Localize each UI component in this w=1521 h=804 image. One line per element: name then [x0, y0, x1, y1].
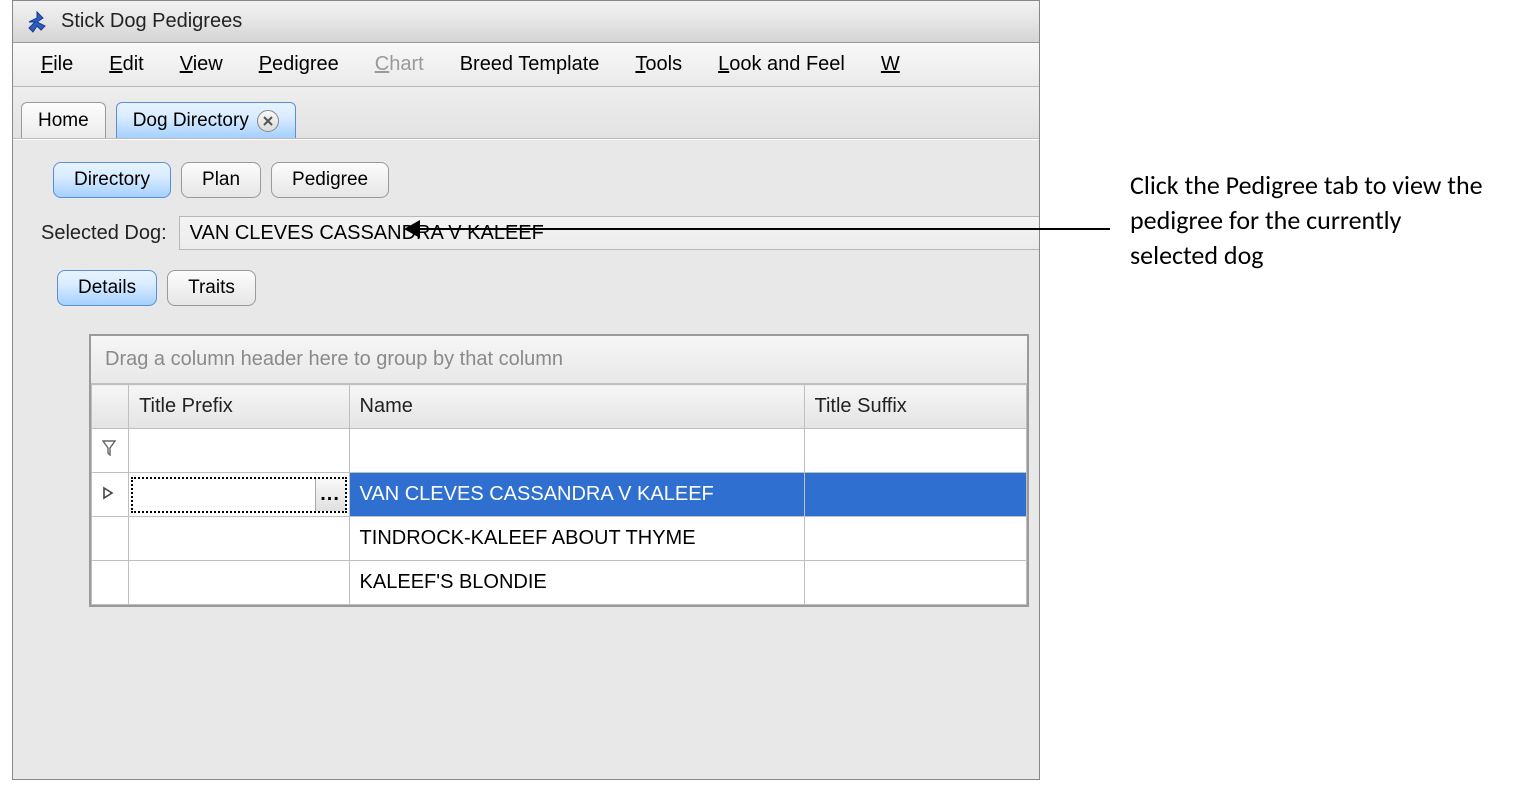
selected-dog-row: Selected Dog: VAN CLEVES CASSANDRA V KAL… [13, 198, 1039, 254]
cell-suffix[interactable] [804, 561, 1026, 605]
filter-row [92, 429, 1027, 473]
table-row[interactable]: ... VAN CLEVES CASSANDRA V KALEEF [92, 473, 1027, 517]
filter-icon [102, 439, 118, 462]
menu-breed-template[interactable]: Breed Template [442, 47, 618, 82]
sub-tabs: Directory Plan Pedigree [13, 156, 1039, 198]
subtab-plan[interactable]: Plan [181, 162, 261, 198]
col-name[interactable]: Name [349, 385, 804, 429]
tab-home-label: Home [38, 110, 89, 132]
filter-icon-cell[interactable] [92, 429, 129, 473]
cell-suffix[interactable] [804, 517, 1026, 561]
cell-prefix[interactable] [129, 561, 349, 605]
subtab-directory[interactable]: Directory [53, 162, 171, 198]
group-by-bar[interactable]: Drag a column header here to group by th… [91, 336, 1027, 384]
row-indicator-cell [92, 561, 129, 605]
selected-dog-label: Selected Dog: [41, 222, 167, 245]
subtab-pedigree-label: Pedigree [292, 169, 368, 191]
annotation-arrow-head-icon [404, 220, 420, 238]
menu-window-partial[interactable]: W [863, 47, 918, 82]
subtab-plan-label: Plan [202, 169, 240, 191]
main-tabbar: Home Dog Directory [13, 87, 1039, 139]
group-by-hint: Drag a column header here to group by th… [105, 348, 563, 371]
app-window: Stick Dog Pedigrees File Edit View Pedig… [12, 0, 1040, 780]
menu-tools[interactable]: Tools [617, 47, 700, 82]
tab-home[interactable]: Home [21, 102, 106, 138]
detailtab-traits[interactable]: Traits [167, 270, 256, 306]
grid-table: Title Prefix Name Title Suffix [91, 384, 1027, 605]
data-grid: Drag a column header here to group by th… [89, 334, 1029, 607]
cell-name[interactable]: VAN CLEVES CASSANDRA V KALEEF [349, 473, 804, 517]
menu-view[interactable]: View [162, 47, 241, 82]
col-title-prefix[interactable]: Title Prefix [129, 385, 349, 429]
cell-prefix-editing[interactable]: ... [129, 473, 349, 517]
cell-name[interactable]: KALEEF'S BLONDIE [349, 561, 804, 605]
detail-pane: Drag a column header here to group by th… [57, 306, 1039, 607]
cell-prefix[interactable] [129, 517, 349, 561]
menu-edit[interactable]: Edit [91, 47, 161, 82]
menubar: File Edit View Pedigree Chart Breed Temp… [13, 43, 1039, 87]
close-tab-icon[interactable] [257, 110, 279, 132]
detail-tabs: Details Traits [13, 254, 1039, 306]
detailtab-details-label: Details [78, 277, 136, 299]
detailtab-traits-label: Traits [188, 277, 235, 299]
filter-name[interactable] [349, 429, 804, 473]
selected-dog-field[interactable]: VAN CLEVES CASSANDRA V KALEEF [179, 216, 1039, 250]
menu-file[interactable]: File [23, 47, 91, 82]
header-row: Title Prefix Name Title Suffix [92, 385, 1027, 429]
window-title: Stick Dog Pedigrees [61, 10, 242, 33]
col-title-suffix[interactable]: Title Suffix [804, 385, 1026, 429]
annotation-arrow-line [410, 228, 1110, 230]
menu-pedigree[interactable]: Pedigree [241, 47, 357, 82]
current-row-icon [102, 484, 114, 504]
selected-dog-value: VAN CLEVES CASSANDRA V KALEEF [190, 222, 544, 245]
row-header-blank [92, 385, 129, 429]
tab-dog-directory-label: Dog Directory [133, 110, 249, 132]
cell-suffix[interactable] [804, 473, 1026, 517]
detailtab-details[interactable]: Details [57, 270, 157, 306]
row-indicator-cell [92, 517, 129, 561]
annotation-callout: Click the Pedigree tab to view the pedig… [1130, 168, 1490, 273]
filter-suffix[interactable] [804, 429, 1026, 473]
app-icon [23, 8, 51, 36]
table-row[interactable]: TINDROCK-KALEEF ABOUT THYME [92, 517, 1027, 561]
menu-chart: Chart [357, 47, 442, 82]
content-area: Directory Plan Pedigree Selected Dog: VA… [13, 139, 1039, 779]
table-row[interactable]: KALEEF'S BLONDIE [92, 561, 1027, 605]
tab-dog-directory[interactable]: Dog Directory [116, 102, 296, 138]
titlebar: Stick Dog Pedigrees [13, 1, 1039, 43]
cell-name[interactable]: TINDROCK-KALEEF ABOUT THYME [349, 517, 804, 561]
subtab-directory-label: Directory [74, 169, 150, 191]
menu-look-and-feel[interactable]: Look and Feel [700, 47, 863, 82]
row-indicator-cell [92, 473, 129, 517]
prefix-lookup-button[interactable]: ... [315, 479, 345, 511]
annotation-text: Click the Pedigree tab to view the pedig… [1130, 169, 1483, 271]
filter-prefix[interactable] [129, 429, 349, 473]
subtab-pedigree[interactable]: Pedigree [271, 162, 389, 198]
prefix-edit-input[interactable] [133, 479, 314, 511]
